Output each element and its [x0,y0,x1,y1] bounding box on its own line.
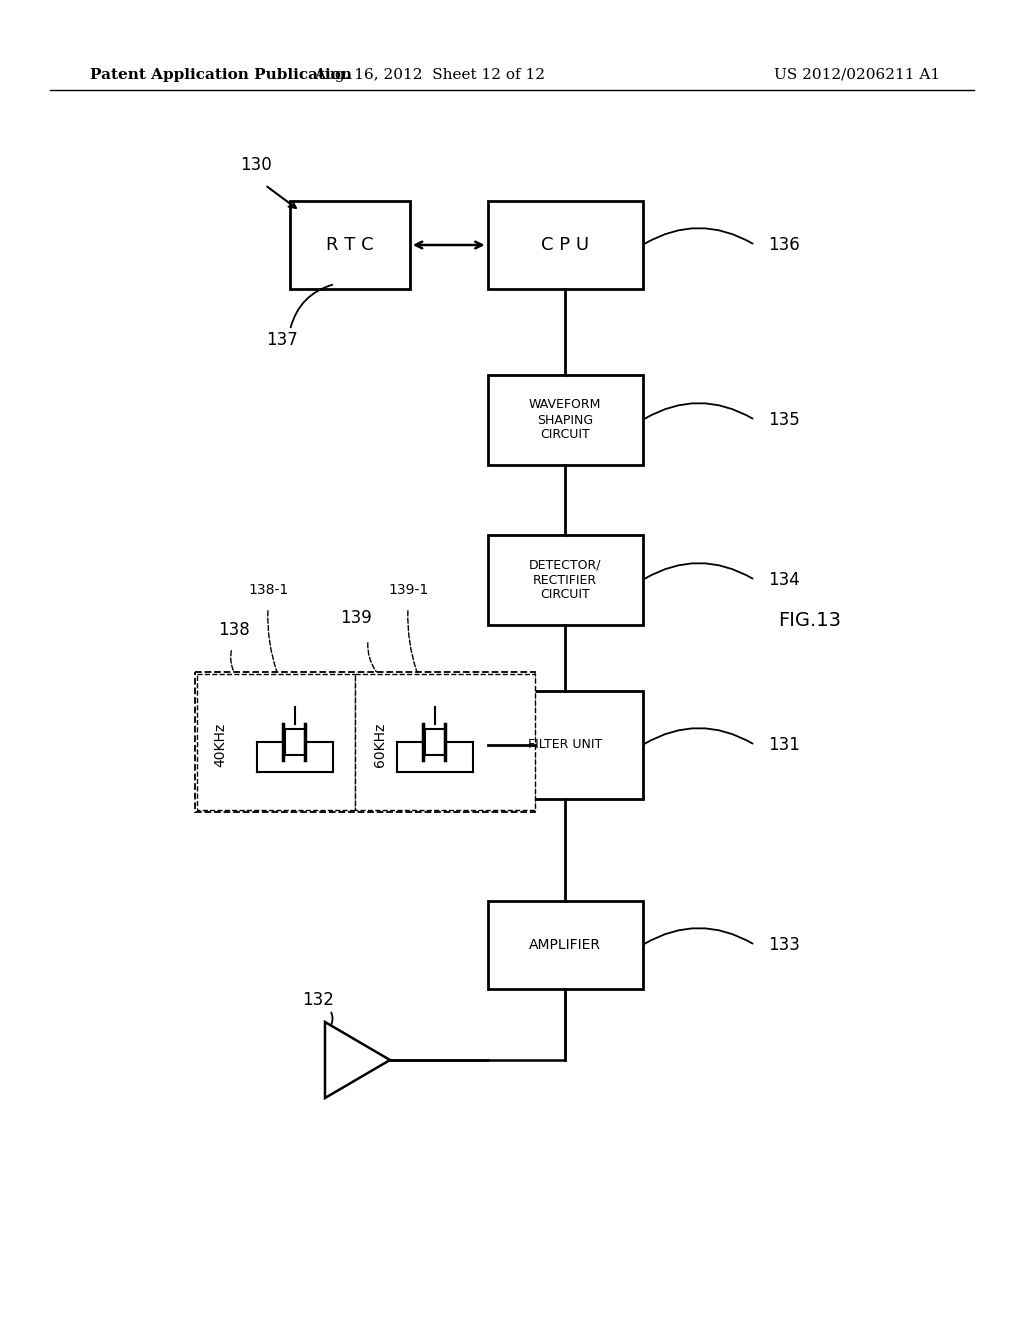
Text: 138-1: 138-1 [248,583,288,597]
Bar [487,690,642,799]
Text: AMPLIFIER: AMPLIFIER [529,939,601,952]
Text: 135: 135 [768,411,800,429]
Text: 136: 136 [768,236,800,253]
Bar [195,672,535,812]
Text: C P U: C P U [541,236,589,253]
Text: 40KHz: 40KHz [213,723,227,767]
Text: US 2012/0206211 A1: US 2012/0206211 A1 [774,69,940,82]
Text: 139-1: 139-1 [388,583,428,597]
Text: DETECTOR/
RECTIFIER
CIRCUIT: DETECTOR/ RECTIFIER CIRCUIT [528,558,601,602]
Text: WAVEFORM
SHAPING
CIRCUIT: WAVEFORM SHAPING CIRCUIT [528,399,601,441]
Bar [285,729,305,755]
Text: 134: 134 [768,572,800,589]
Bar [355,675,535,810]
Text: 133: 133 [768,936,800,954]
Text: 60KHz: 60KHz [373,723,387,767]
Bar [487,201,642,289]
Bar [487,902,642,989]
Text: 132: 132 [302,991,334,1008]
Bar [197,675,355,810]
Text: 131: 131 [768,737,800,754]
Text: Aug. 16, 2012  Sheet 12 of 12: Aug. 16, 2012 Sheet 12 of 12 [314,69,546,82]
Bar [487,535,642,624]
Bar [425,729,445,755]
Text: Patent Application Publication: Patent Application Publication [90,69,352,82]
Text: 130: 130 [240,156,271,174]
Text: R T C: R T C [327,236,374,253]
Text: 137: 137 [266,331,298,348]
Text: FIG.13: FIG.13 [778,610,842,630]
Text: 139: 139 [340,609,372,627]
Text: 138: 138 [218,620,250,639]
Bar [290,201,410,289]
Text: FILTER UNIT: FILTER UNIT [528,738,602,751]
Bar [487,375,642,465]
